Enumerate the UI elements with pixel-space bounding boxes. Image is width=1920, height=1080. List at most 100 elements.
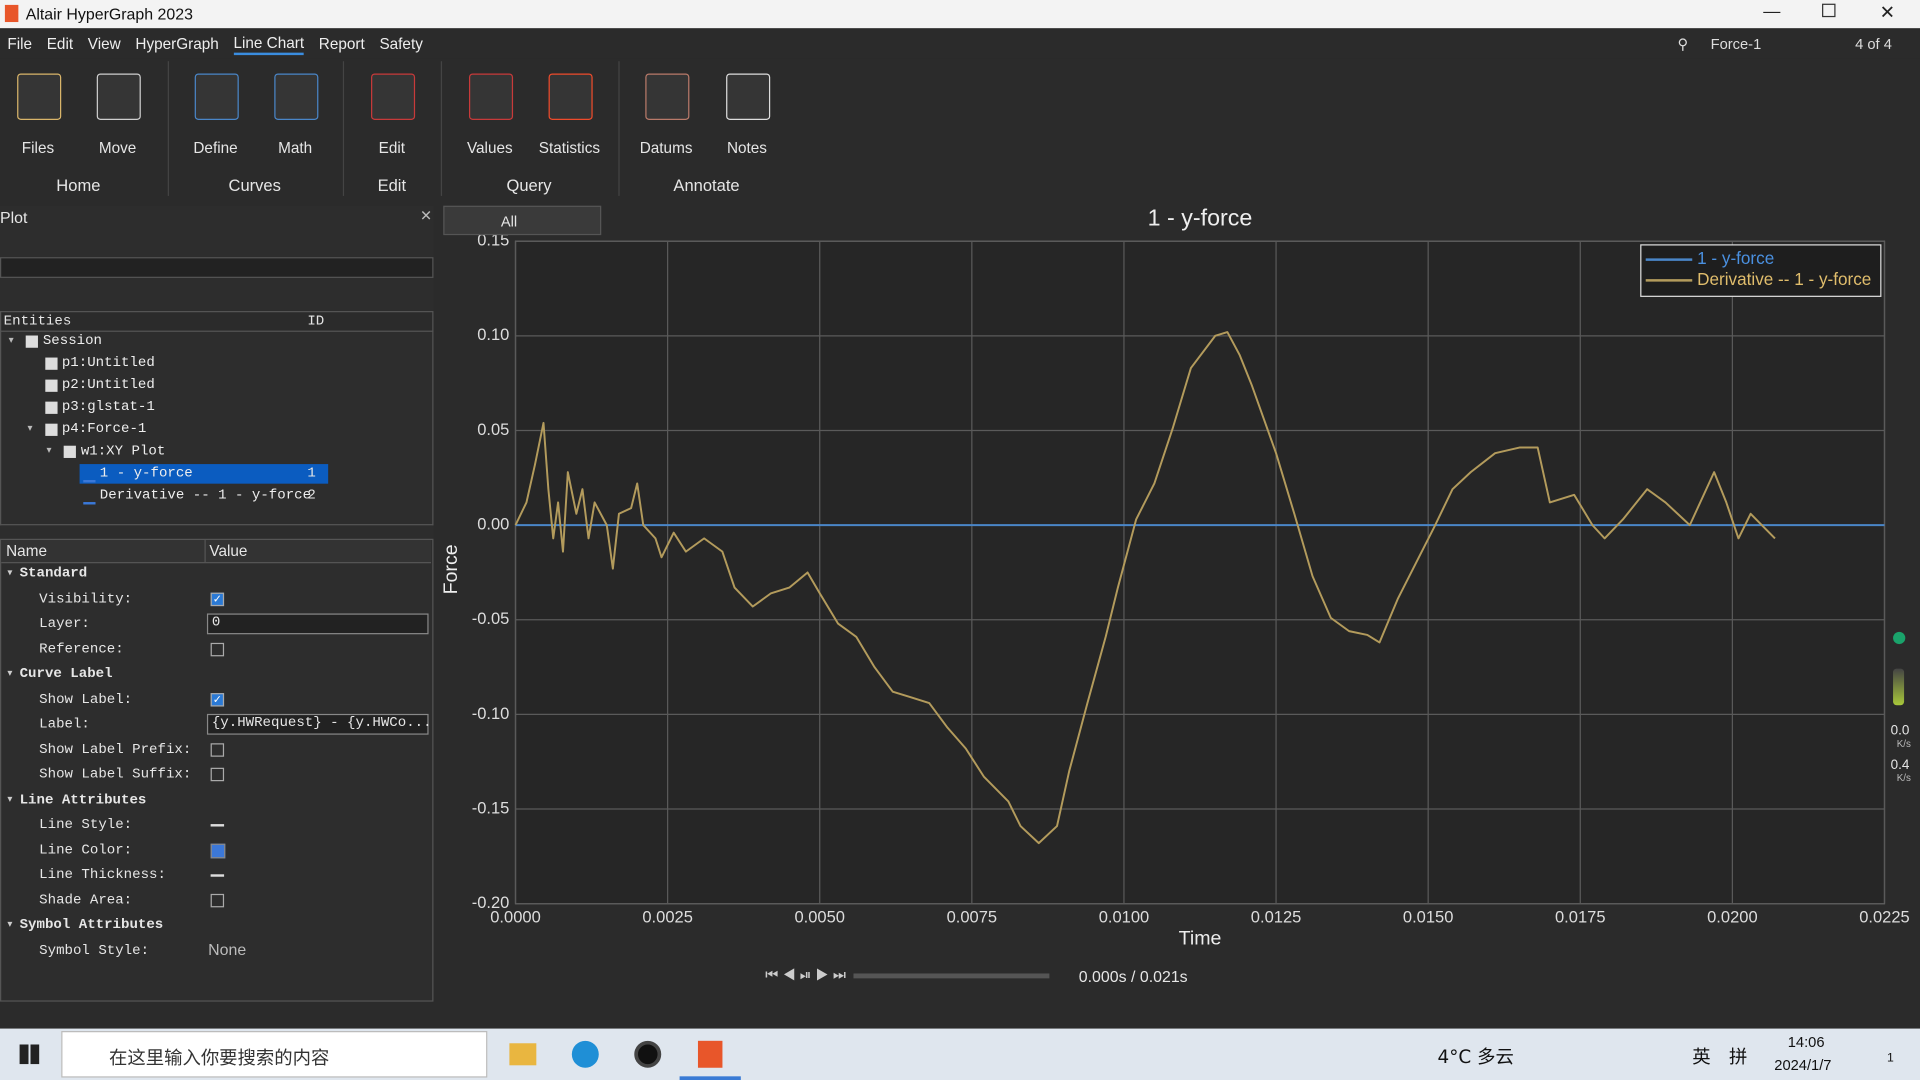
tree-label[interactable]: p4:Force-1 — [61, 421, 147, 438]
y-tick-label: -0.15 — [472, 798, 510, 817]
search-icon[interactable]: ⚲ — [1677, 35, 1689, 53]
tool-label[interactable]: Statistics — [538, 139, 601, 157]
tool-icon[interactable] — [371, 73, 416, 121]
checkbox[interactable]: ✓ — [210, 592, 225, 606]
page-selector[interactable]: Force-1 — [1710, 35, 1762, 53]
tool-icon[interactable] — [96, 73, 141, 121]
menu-item[interactable]: Line Chart — [233, 34, 305, 55]
section-title[interactable]: Symbol Attributes — [19, 917, 164, 934]
restore-button[interactable] — [1822, 3, 1836, 18]
tool-icon[interactable] — [468, 73, 514, 121]
section-title[interactable]: Curve Label — [19, 666, 113, 683]
checkbox[interactable] — [210, 893, 225, 907]
section-expander[interactable]: ▾ — [7, 792, 13, 804]
tree-label[interactable]: w1:XY Plot — [80, 443, 166, 460]
explorer-icon[interactable] — [509, 1043, 537, 1066]
ribbon-separator — [618, 61, 620, 196]
color-swatch[interactable] — [210, 843, 226, 858]
section-expander[interactable]: ▾ — [7, 667, 13, 679]
section-expander[interactable]: ▾ — [7, 918, 13, 930]
tool-icon[interactable] — [548, 73, 593, 121]
tree-label[interactable]: p3:glstat-1 — [61, 399, 155, 416]
panel-search[interactable] — [0, 257, 434, 278]
minimize-button[interactable]: — — [1763, 1, 1781, 21]
menu-item[interactable]: View — [87, 35, 121, 53]
tree-label[interactable]: p1:Untitled — [61, 355, 155, 372]
menu-item[interactable]: Report — [318, 35, 365, 53]
ime-mode[interactable]: 拼 — [1728, 1045, 1748, 1068]
property-name: Show Label Prefix: — [39, 741, 192, 758]
tool-label[interactable]: Math — [278, 139, 313, 157]
tool-label[interactable]: Define — [193, 139, 238, 157]
section-title[interactable]: Line Attributes — [19, 791, 147, 808]
tool-label[interactable]: Files — [21, 139, 55, 157]
line-sample[interactable] — [210, 824, 225, 827]
plot-panel: Plot ✕ Entities ID ▾ Session p1:Untitled p2… — [0, 205, 434, 1002]
section-expander[interactable]: ▾ — [7, 566, 13, 578]
line-sample[interactable] — [210, 874, 225, 877]
menu-item[interactable]: Edit — [46, 35, 74, 53]
menu-item[interactable]: HyperGraph — [135, 35, 219, 53]
tool-icon[interactable] — [645, 73, 690, 121]
tool-label[interactable]: Edit — [378, 139, 406, 157]
tool-label[interactable]: Values — [466, 139, 513, 157]
section-title[interactable]: Standard — [19, 565, 88, 582]
tool-icon[interactable] — [194, 73, 239, 121]
tool-label[interactable]: Datums — [639, 139, 693, 157]
edge-icon[interactable] — [571, 1040, 599, 1068]
tree-label[interactable]: p2:Untitled — [61, 377, 155, 394]
hypergraph-icon[interactable] — [697, 1040, 723, 1068]
ribbon-group-label: Curves — [228, 176, 281, 195]
property-value[interactable]: None — [208, 939, 247, 959]
recorder-icon[interactable] — [634, 1040, 662, 1068]
close-button[interactable]: ✕ — [1879, 2, 1895, 24]
tool-icon[interactable] — [726, 73, 771, 121]
tool-icon[interactable] — [17, 73, 62, 121]
tree-icon — [82, 490, 95, 505]
tree-label[interactable]: 1 - y-force — [99, 465, 193, 482]
ribbon-group-label: Home — [56, 176, 101, 195]
ime-language[interactable]: 英 — [1692, 1045, 1711, 1068]
search-placeholder[interactable]: 在这里输入你要搜索的内容 — [108, 1046, 330, 1069]
property-name: Line Style: — [39, 816, 133, 833]
property-name: Visibility: — [39, 590, 133, 607]
start-button[interactable] — [19, 1044, 40, 1065]
y-tick-label: 0.10 — [477, 325, 509, 344]
tool-label[interactable]: Move — [98, 139, 137, 157]
x-tick-label: 0.0150 — [1403, 908, 1454, 927]
id-header: ID — [307, 313, 325, 330]
tree-expander[interactable]: ▾ — [8, 334, 14, 346]
search-box[interactable]: 在这里输入你要搜索的内容 — [61, 1031, 488, 1078]
panel-close[interactable]: ✕ — [420, 206, 433, 225]
checkbox[interactable] — [210, 642, 225, 656]
y-tick-label: -0.05 — [472, 609, 510, 628]
checkbox[interactable] — [210, 742, 225, 757]
timeline-slider[interactable] — [853, 973, 1050, 979]
clock-time[interactable]: 14:06 — [1787, 1033, 1825, 1051]
playback-controls[interactable]: ⏮ ◀ ⏯ ▶ ⏭ — [765, 966, 847, 984]
property-value[interactable]: 0 — [206, 613, 429, 635]
weather[interactable]: 4°C 多云 — [1437, 1045, 1514, 1068]
menu-item[interactable]: Safety — [379, 35, 423, 53]
tree-expander[interactable]: ▾ — [27, 422, 33, 434]
checkbox[interactable]: ✓ — [210, 692, 225, 706]
chart-title: 1 - y-force — [1148, 204, 1253, 230]
tree-label[interactable]: Session — [42, 333, 103, 349]
property-value[interactable]: {y.HWRequest} - {y.HWCo... — [206, 713, 432, 735]
ribbon-group-label: Query — [506, 176, 552, 195]
filter-box[interactable]: All — [443, 205, 602, 236]
tree-expander[interactable]: ▾ — [46, 444, 52, 456]
x-tick-label: 0.0075 — [947, 908, 998, 927]
tool-label[interactable]: Notes — [726, 139, 767, 157]
checkbox[interactable] — [210, 767, 225, 782]
menu-item[interactable]: File — [7, 35, 33, 53]
tool-icon[interactable] — [274, 73, 319, 121]
tree-header: Entities ID — [0, 311, 434, 332]
clock-date[interactable]: 2024/1/7 — [1774, 1056, 1832, 1074]
notification-count[interactable]: 1 — [1886, 1051, 1894, 1066]
filter-value[interactable]: All — [500, 213, 518, 231]
property-name: Line Thickness: — [39, 866, 166, 883]
tree-label[interactable]: Derivative -- 1 - y-force — [99, 487, 312, 504]
tree-icon — [63, 445, 76, 458]
x-tick-label: 0.0050 — [794, 908, 845, 927]
